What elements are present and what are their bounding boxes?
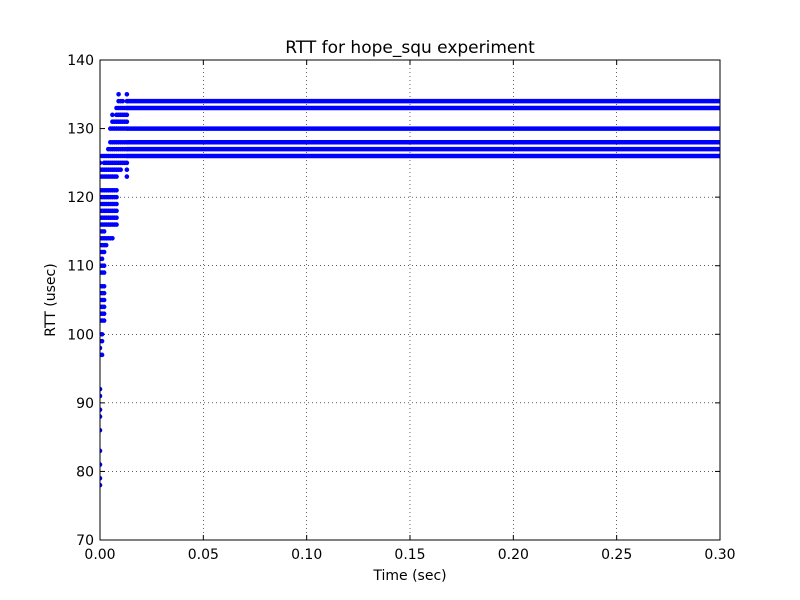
data-point (100, 482, 103, 488)
data-point (100, 407, 103, 413)
data-point (100, 256, 105, 262)
data-point (100, 414, 103, 419)
y-tick-label: 80 (76, 464, 94, 480)
x-tick-label: 0.30 (704, 547, 735, 563)
data-point (101, 270, 107, 275)
y-tick-label: 100 (67, 327, 94, 343)
data-point (124, 167, 130, 173)
data-points (100, 91, 720, 488)
data-point (103, 242, 109, 248)
data-point (124, 146, 130, 152)
chart-title: RTT for hope_squ experiment (285, 38, 535, 58)
data-point (101, 249, 107, 255)
x-tick-label: 0.00 (84, 547, 115, 563)
data-point (124, 153, 130, 159)
data-point (100, 393, 103, 399)
data-point (101, 318, 107, 323)
x-tick-label: 0.20 (498, 547, 529, 563)
x-axis-label: Time (sec) (372, 568, 446, 584)
data-point (100, 345, 103, 351)
data-point (101, 297, 107, 303)
x-tick-label: 0.15 (394, 547, 425, 563)
y-tick-label: 90 (76, 396, 94, 412)
x-tick-label: 0.25 (601, 547, 632, 563)
tick-labels: 0.00 0.05 0.10 0.15 0.20 0.25 0.30 70 80 90 100 110… (67, 53, 735, 563)
data-point (124, 126, 130, 131)
y-tick-label: 110 (67, 259, 94, 275)
data-point (124, 112, 130, 118)
data-point (124, 98, 130, 104)
data-point (114, 222, 119, 227)
data-point (110, 235, 115, 241)
data-point (114, 194, 119, 200)
data-point (124, 139, 130, 145)
data-point (101, 229, 107, 234)
data-point (120, 98, 126, 104)
data-point (100, 331, 105, 337)
y-axis-label: RTT (usec) (43, 263, 59, 336)
data-point (100, 427, 103, 433)
y-tick-label: 120 (67, 190, 94, 206)
data-point (100, 475, 103, 481)
data-point (101, 304, 107, 310)
data-point (114, 215, 119, 221)
y-tick-label: 140 (67, 53, 94, 69)
data-point (114, 208, 119, 214)
data-point (100, 352, 105, 358)
y-tick-label: 70 (76, 533, 94, 549)
x-tick-label: 0.10 (291, 547, 322, 563)
data-point (101, 290, 107, 296)
data-point (100, 160, 103, 166)
x-tick-label: 0.05 (188, 547, 219, 563)
data-point (100, 462, 103, 467)
data-point (124, 174, 130, 179)
data-point (100, 448, 103, 454)
data-point (124, 119, 130, 125)
data-point (100, 386, 103, 392)
data-point (101, 311, 107, 317)
data-point (101, 263, 107, 269)
data-point (118, 167, 123, 173)
data-point (114, 187, 119, 193)
data-point (124, 91, 130, 97)
data-point (124, 105, 130, 111)
plot-frame (99, 59, 721, 541)
data-point (110, 112, 115, 118)
data-point (124, 160, 130, 166)
data-point (114, 201, 119, 207)
data-point (101, 283, 107, 289)
data-point (116, 91, 121, 97)
data-point (100, 338, 105, 344)
y-tick-label: 130 (67, 122, 94, 138)
data-point (114, 174, 119, 179)
